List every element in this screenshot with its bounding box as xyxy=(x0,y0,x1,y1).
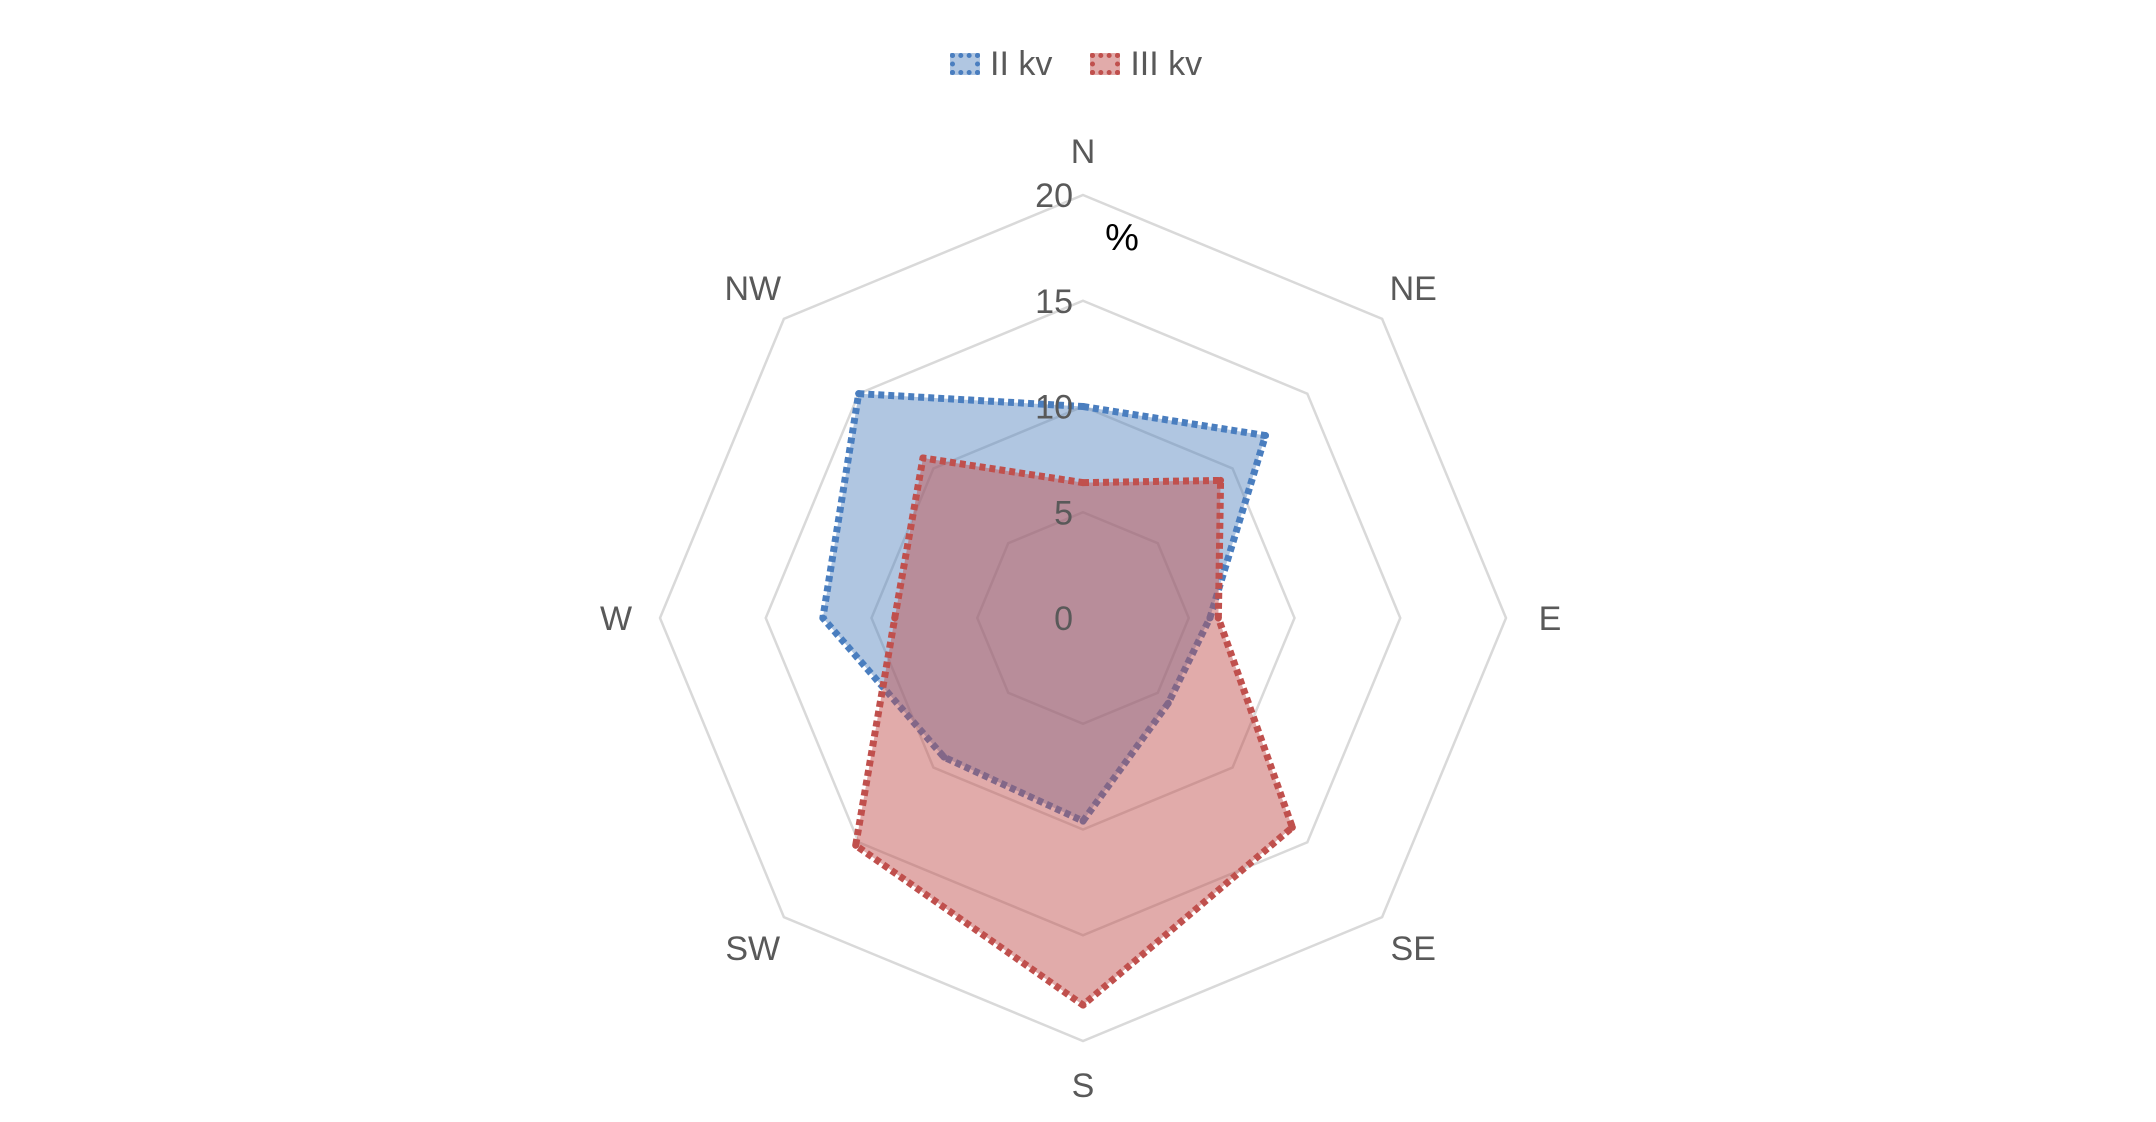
data-point xyxy=(1206,614,1214,622)
legend-item-series-0: II kv xyxy=(950,45,1052,84)
legend: II kv III kv xyxy=(950,44,1202,84)
radial-axis-ticks: 0 5 10 15 20 xyxy=(1035,177,1073,638)
category-label: SW xyxy=(725,930,780,968)
tick-label: 0 xyxy=(1054,600,1073,638)
data-point xyxy=(940,753,948,761)
category-label: E xyxy=(1539,600,1562,638)
legend-item-series-1: III kv xyxy=(1090,45,1202,84)
category-label: N xyxy=(1071,133,1096,171)
legend-swatch xyxy=(1090,53,1121,75)
category-label: S xyxy=(1072,1067,1095,1105)
data-point xyxy=(852,841,860,849)
grid-ring-5 xyxy=(975,510,1191,726)
data-point xyxy=(1079,479,1087,487)
grid-ring-20 xyxy=(658,193,1508,1043)
data-point xyxy=(1079,403,1087,410)
axis-unit-label: % xyxy=(1105,217,1139,259)
data-point xyxy=(919,454,927,462)
category-labels: N NE E SE S SW W NW xyxy=(600,133,1561,1105)
data-point xyxy=(855,390,863,398)
data-point xyxy=(1261,432,1269,440)
data-point xyxy=(1217,476,1225,484)
tick-label: 15 xyxy=(1035,283,1073,321)
tick-label: 5 xyxy=(1054,494,1073,532)
data-point xyxy=(1079,1001,1087,1009)
category-label: NE xyxy=(1390,270,1437,308)
data-point xyxy=(819,614,827,622)
data-point xyxy=(1288,823,1296,831)
grid-ring-15 xyxy=(764,299,1402,937)
legend-label: II kv xyxy=(990,44,1053,83)
legend-swatch xyxy=(950,53,980,75)
data-point xyxy=(891,614,899,622)
category-label: SE xyxy=(1391,930,1436,968)
tick-label: 20 xyxy=(1035,177,1073,215)
radar-series xyxy=(819,390,1296,1009)
category-label: NW xyxy=(724,270,781,308)
tick-label: 10 xyxy=(1035,389,1073,427)
data-point xyxy=(1164,699,1172,707)
category-label: W xyxy=(600,600,632,638)
data-point xyxy=(1214,614,1222,622)
legend-label: III kv xyxy=(1130,44,1203,83)
data-point xyxy=(1079,817,1087,825)
